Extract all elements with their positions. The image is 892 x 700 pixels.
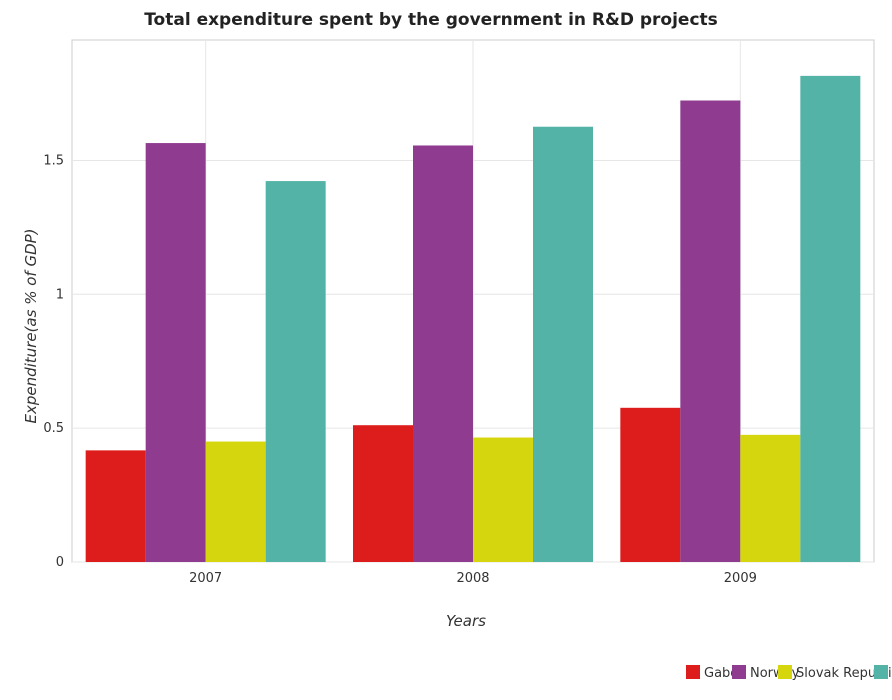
bar-gabon-2009: [620, 407, 681, 562]
x-tick-label: 2009: [724, 571, 757, 586]
y-tick-label: 0: [56, 555, 64, 570]
y-ticks: 0 0.5 1 1.5: [43, 153, 64, 570]
legend-swatch: [778, 665, 792, 679]
x-ticks: 2007 2008 2009: [189, 571, 757, 586]
chart-title: Total expenditure spent by the governmen…: [144, 10, 718, 30]
bars: [85, 75, 861, 563]
bar-norway-2009: [680, 100, 741, 562]
legend-swatch: [732, 665, 746, 679]
legend-swatch: [686, 665, 700, 679]
bar-slovak-republic-2007: [205, 441, 266, 562]
bar-slovak-republic-2009: [740, 434, 801, 562]
bar-norway-2008: [413, 145, 473, 562]
legend-swatch: [874, 665, 888, 679]
y-tick-label: 1: [56, 287, 64, 302]
bar-gabon-2008: [353, 425, 413, 562]
bar-gabon-2007: [85, 450, 146, 562]
y-tick-label: 0.5: [43, 421, 64, 436]
bar-slovak-republic-2008: [473, 437, 533, 562]
x-tick-label: 2007: [189, 571, 222, 586]
bar-slovenia-2009: [800, 75, 861, 563]
bar-slovenia-2007: [265, 181, 326, 562]
y-axis-label: Expenditure(as % of GDP): [22, 228, 40, 423]
legend-label: Slovak Republic: [796, 666, 892, 681]
x-axis-label: Years: [446, 612, 486, 630]
x-tick-label: 2008: [456, 571, 489, 586]
bar-slovenia-2008: [533, 126, 593, 563]
legend-label: Norway: [750, 666, 800, 681]
y-tick-label: 1.5: [43, 153, 64, 168]
bar-norway-2007: [145, 143, 206, 563]
